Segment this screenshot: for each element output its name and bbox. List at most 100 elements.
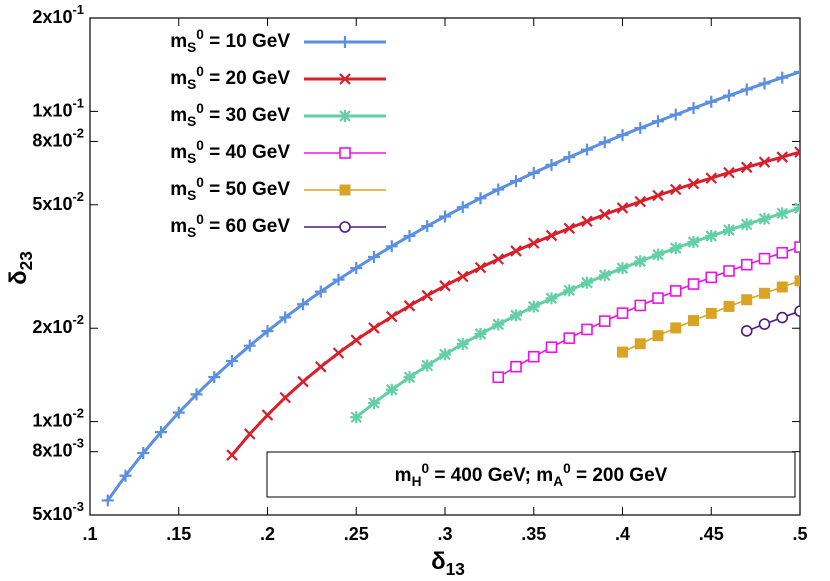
marker xyxy=(439,280,451,292)
marker xyxy=(403,300,416,312)
x-tick-label: .15 xyxy=(166,524,191,544)
legend-label: mS0 = 60 GeV xyxy=(170,212,290,240)
marker xyxy=(492,371,505,384)
marker xyxy=(474,261,487,274)
marker xyxy=(652,189,664,202)
marker xyxy=(669,285,682,297)
marker xyxy=(634,299,647,312)
marker xyxy=(545,292,558,305)
marker xyxy=(527,350,540,363)
marker xyxy=(279,311,292,324)
marker xyxy=(741,294,753,306)
y-tick-label: 1x10-2 xyxy=(32,406,84,430)
marker xyxy=(616,202,629,214)
marker xyxy=(119,469,132,482)
marker xyxy=(403,230,416,243)
marker xyxy=(510,309,522,322)
y-tick-label: 8x10-2 xyxy=(32,126,84,150)
x-tick-label: .1 xyxy=(82,524,97,544)
marker xyxy=(492,253,505,265)
series-line xyxy=(497,246,800,378)
marker xyxy=(208,371,221,384)
marker xyxy=(563,151,576,164)
y-axis-label: δ23 xyxy=(5,251,35,285)
y-tick-label: 5x10-3 xyxy=(32,499,84,523)
marker xyxy=(563,284,576,297)
series-line xyxy=(230,150,800,457)
x-tick-label: .35 xyxy=(521,524,546,544)
marker xyxy=(616,262,629,275)
marker xyxy=(652,115,664,128)
marker xyxy=(740,218,753,231)
marker xyxy=(350,334,363,346)
marker xyxy=(723,224,735,237)
marker xyxy=(634,195,647,208)
marker xyxy=(368,250,380,263)
marker xyxy=(687,177,700,190)
y-tick-label: 1x10-1 xyxy=(32,96,84,120)
legend-marker xyxy=(339,73,351,85)
marker xyxy=(598,315,611,327)
marker xyxy=(794,65,800,78)
marker xyxy=(314,285,327,298)
marker xyxy=(794,275,800,287)
marker xyxy=(669,183,682,196)
marker xyxy=(492,183,505,196)
marker xyxy=(723,166,735,179)
marker xyxy=(723,300,735,312)
marker xyxy=(510,360,522,373)
marker xyxy=(705,95,718,108)
marker xyxy=(669,242,682,255)
marker xyxy=(439,210,451,223)
marker xyxy=(332,273,345,286)
marker xyxy=(740,325,753,337)
marker xyxy=(705,229,718,242)
marker xyxy=(385,240,398,253)
marker xyxy=(652,330,664,342)
marker xyxy=(794,305,800,317)
annotation-box xyxy=(266,451,796,498)
marker xyxy=(687,278,700,290)
marker xyxy=(474,192,487,205)
marker xyxy=(421,220,434,233)
marker xyxy=(492,318,505,331)
series-line xyxy=(746,310,800,332)
x-tick-label: .4 xyxy=(615,524,630,544)
legend-marker xyxy=(339,36,351,48)
marker xyxy=(758,252,771,265)
marker xyxy=(190,388,203,401)
legend-label: mS0 = 10 GeV xyxy=(170,27,290,55)
marker xyxy=(758,318,771,330)
marker xyxy=(350,262,363,275)
x-tick-label: .5 xyxy=(792,524,807,544)
marker xyxy=(332,347,345,359)
marker xyxy=(137,447,150,460)
plot-area xyxy=(101,65,800,507)
marker xyxy=(563,222,576,235)
marker xyxy=(297,298,309,311)
legend-label: mS0 = 40 GeV xyxy=(170,138,290,166)
marker xyxy=(652,248,664,261)
marker xyxy=(527,300,540,313)
marker xyxy=(688,315,699,327)
legend-marker xyxy=(339,110,351,122)
marker xyxy=(510,245,522,257)
marker xyxy=(776,281,788,293)
x-tick-label: .3 xyxy=(437,524,452,544)
x-tick-label: .25 xyxy=(344,524,369,544)
marker xyxy=(758,212,771,225)
marker xyxy=(421,289,434,302)
marker xyxy=(403,371,416,384)
series-line xyxy=(355,206,800,419)
marker xyxy=(705,172,718,184)
marker xyxy=(776,311,789,324)
marker xyxy=(759,287,770,299)
marker xyxy=(101,494,114,507)
x-tick-label: .2 xyxy=(260,524,275,544)
marker xyxy=(794,202,800,215)
marker xyxy=(226,355,238,368)
marker xyxy=(243,428,256,440)
marker xyxy=(368,322,380,334)
marker xyxy=(687,102,700,115)
marker xyxy=(279,391,292,404)
